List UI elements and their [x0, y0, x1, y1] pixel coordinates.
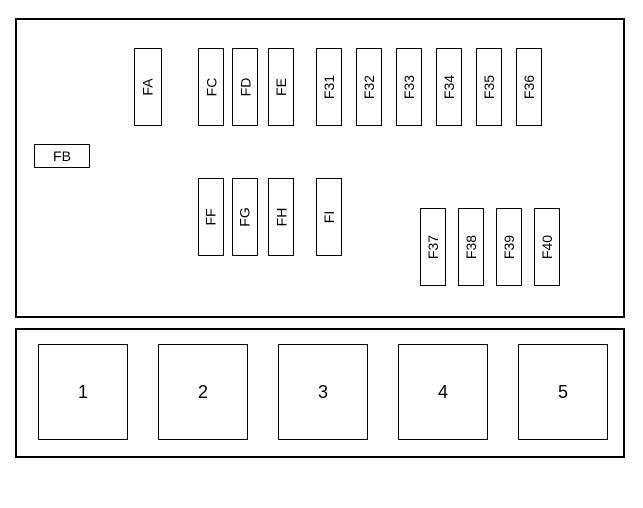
fuse-f35: F35 [476, 48, 502, 126]
fuse-label: FG [237, 207, 253, 226]
fuse-fi: FI [316, 178, 342, 256]
fuse-label: FB [53, 148, 71, 164]
fuse-label: F34 [441, 75, 457, 99]
fuse-label: FC [203, 78, 219, 97]
fuse-label: FI [321, 211, 337, 223]
relay-label: 5 [558, 382, 568, 403]
fuse-fd: FD [232, 48, 258, 126]
fuse-f38: F38 [458, 208, 484, 286]
relay-label: 1 [78, 382, 88, 403]
fuse-label: F32 [361, 75, 377, 99]
fuse-f39: F39 [496, 208, 522, 286]
fuse-fc: FC [198, 48, 224, 126]
fuse-f37: F37 [420, 208, 446, 286]
relay-label: 4 [438, 382, 448, 403]
relay-r2: 2 [158, 344, 248, 440]
fuse-f32: F32 [356, 48, 382, 126]
fuse-label: FA [140, 78, 156, 95]
fuse-fb: FB [34, 144, 90, 168]
fuse-label: F35 [481, 75, 497, 99]
fuse-fa: FA [134, 48, 162, 126]
relay-r4: 4 [398, 344, 488, 440]
fuse-label: FE [273, 78, 289, 96]
fuse-label: F31 [321, 75, 337, 99]
fuse-label: F40 [539, 235, 555, 259]
fuse-ff: FF [198, 178, 224, 256]
fuse-f36: F36 [516, 48, 542, 126]
relay-r5: 5 [518, 344, 608, 440]
fuse-label: F33 [401, 75, 417, 99]
fuse-label: FH [273, 208, 289, 227]
relay-label: 3 [318, 382, 328, 403]
fuse-label: FF [203, 208, 219, 225]
fuse-f34: F34 [436, 48, 462, 126]
fuse-label: F38 [463, 235, 479, 259]
fuse-f31: F31 [316, 48, 342, 126]
fuse-f40: F40 [534, 208, 560, 286]
fuse-fh: FH [268, 178, 294, 256]
fuse-f33: F33 [396, 48, 422, 126]
fuse-label: F39 [501, 235, 517, 259]
fuse-label: FD [237, 78, 253, 97]
fuse-fe: FE [268, 48, 294, 126]
fuse-fg: FG [232, 178, 258, 256]
relay-r1: 1 [38, 344, 128, 440]
fuse-label: F37 [425, 235, 441, 259]
fuse-label: F36 [521, 75, 537, 99]
relay-r3: 3 [278, 344, 368, 440]
relay-label: 2 [198, 382, 208, 403]
